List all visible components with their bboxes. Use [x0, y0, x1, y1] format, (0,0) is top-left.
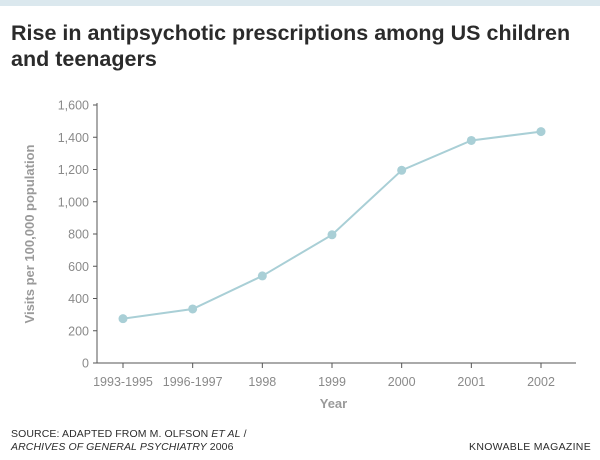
x-tick-label: 2000 — [388, 375, 416, 389]
data-point — [397, 165, 407, 175]
x-tick-label: 1999 — [318, 375, 346, 389]
x-tick-label: 1993-1995 — [93, 375, 153, 389]
y-ticks: 0 200 400 600 800 1,000 1,200 1,400 1,600 — [58, 99, 97, 371]
chart-title: Rise in antipsychotic prescriptions amon… — [11, 21, 571, 71]
y-tick-label: 0 — [82, 357, 89, 371]
x-ticks: 1993-1995 1996-1997 1998 1999 2000 2001 2002 — [93, 363, 555, 389]
y-tick-label: 1,400 — [58, 131, 89, 145]
y-axis-title: Visits per 100,000 population — [22, 144, 37, 323]
data-point — [118, 314, 128, 324]
x-axis-title: Year — [320, 396, 347, 411]
y-tick-label: 200 — [68, 324, 89, 338]
y-tick-label: 800 — [68, 228, 89, 242]
source-etal: ET AL — [211, 428, 241, 440]
source-prefix: SOURCE: ADAPTED FROM M. OLFSON — [11, 428, 212, 440]
x-tick-label: 2002 — [527, 375, 555, 389]
x-tick-label: 1998 — [248, 375, 276, 389]
data-point — [536, 127, 546, 137]
y-tick-label: 1,000 — [58, 195, 89, 209]
series-line — [122, 130, 542, 320]
source-note: SOURCE: ADAPTED FROM M. OLFSON ET AL / A… — [11, 428, 247, 454]
data-point — [257, 271, 267, 281]
data-point — [188, 304, 198, 314]
y-tick-label: 1,600 — [58, 99, 89, 113]
source-year: 2006 — [206, 441, 234, 453]
brand-credit: KNOWABLE MAGAZINE — [469, 441, 591, 453]
y-tick-label: 400 — [68, 292, 89, 306]
x-tick-label: 1996-1997 — [163, 375, 223, 389]
source-journal: ARCHIVES OF GENERAL PSYCHIATRY — [11, 441, 207, 453]
x-tick-label: 2001 — [457, 375, 485, 389]
data-points — [118, 127, 546, 324]
data-point — [466, 135, 476, 145]
source-separator: / — [240, 428, 247, 440]
y-tick-label: 600 — [68, 260, 89, 274]
top-rule — [0, 0, 600, 6]
y-tick-label: 1,200 — [58, 163, 89, 177]
data-point — [327, 230, 337, 240]
